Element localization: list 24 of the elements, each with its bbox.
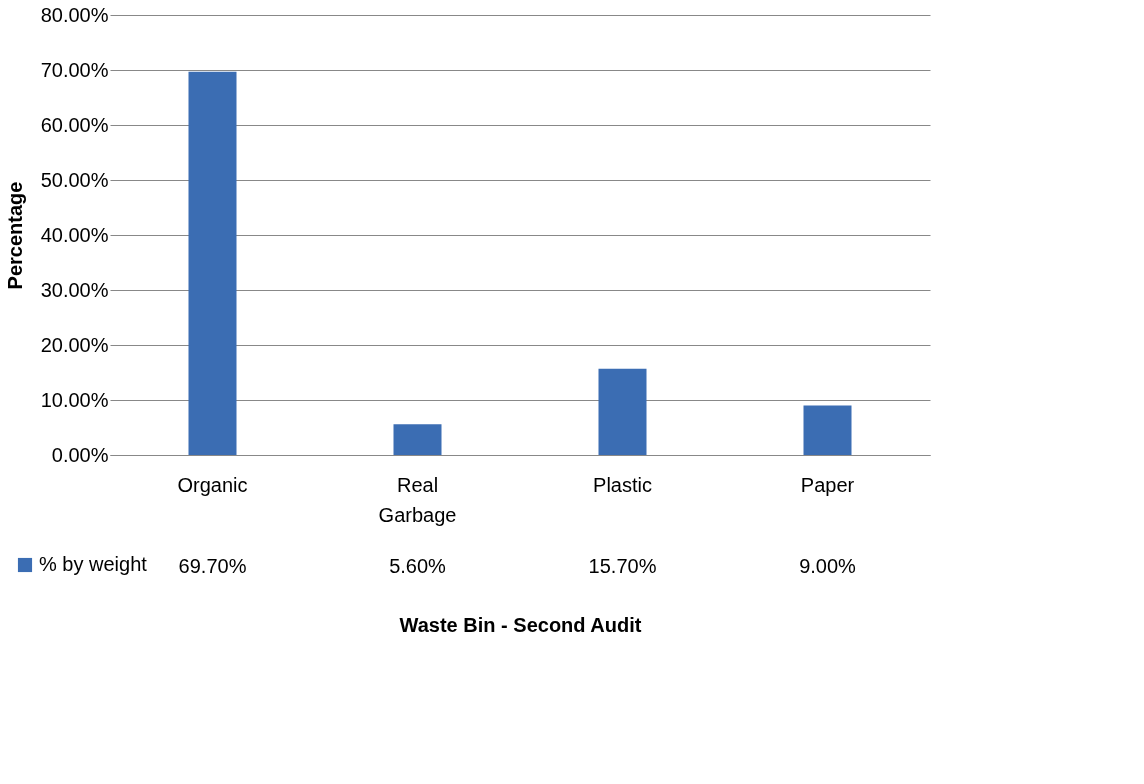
y-tick-label: 0.00% <box>51 443 109 466</box>
legend-label: % by weight <box>39 553 148 575</box>
y-tick-label: 70.00% <box>40 58 109 81</box>
data-label: 9.00% <box>799 555 857 577</box>
y-tick-label: 20.00% <box>40 333 109 356</box>
x-tick-label: Paper <box>800 473 855 496</box>
x-axis-title: Waste Bin - Second Audit <box>399 613 642 636</box>
x-tick-label: Plastic <box>593 473 652 496</box>
y-tick-label: 10.00% <box>40 388 109 411</box>
bar <box>598 368 647 455</box>
y-tick-label: 30.00% <box>40 278 109 301</box>
y-tick-label: 50.00% <box>40 168 109 191</box>
y-tick-label: 80.00% <box>40 3 109 26</box>
bar <box>188 71 237 455</box>
x-tick-label: Organic <box>177 473 248 496</box>
bar <box>393 424 442 455</box>
data-label: 69.70% <box>178 555 247 577</box>
data-label: 15.70% <box>588 555 657 577</box>
data-label: 5.60% <box>389 555 447 577</box>
x-tick-label: Real Garbage <box>378 473 457 526</box>
y-axis-title: Percentage <box>3 181 26 290</box>
bar <box>803 405 852 455</box>
y-tick-label: 40.00% <box>40 223 109 246</box>
y-tick-label: 60.00% <box>40 113 109 136</box>
